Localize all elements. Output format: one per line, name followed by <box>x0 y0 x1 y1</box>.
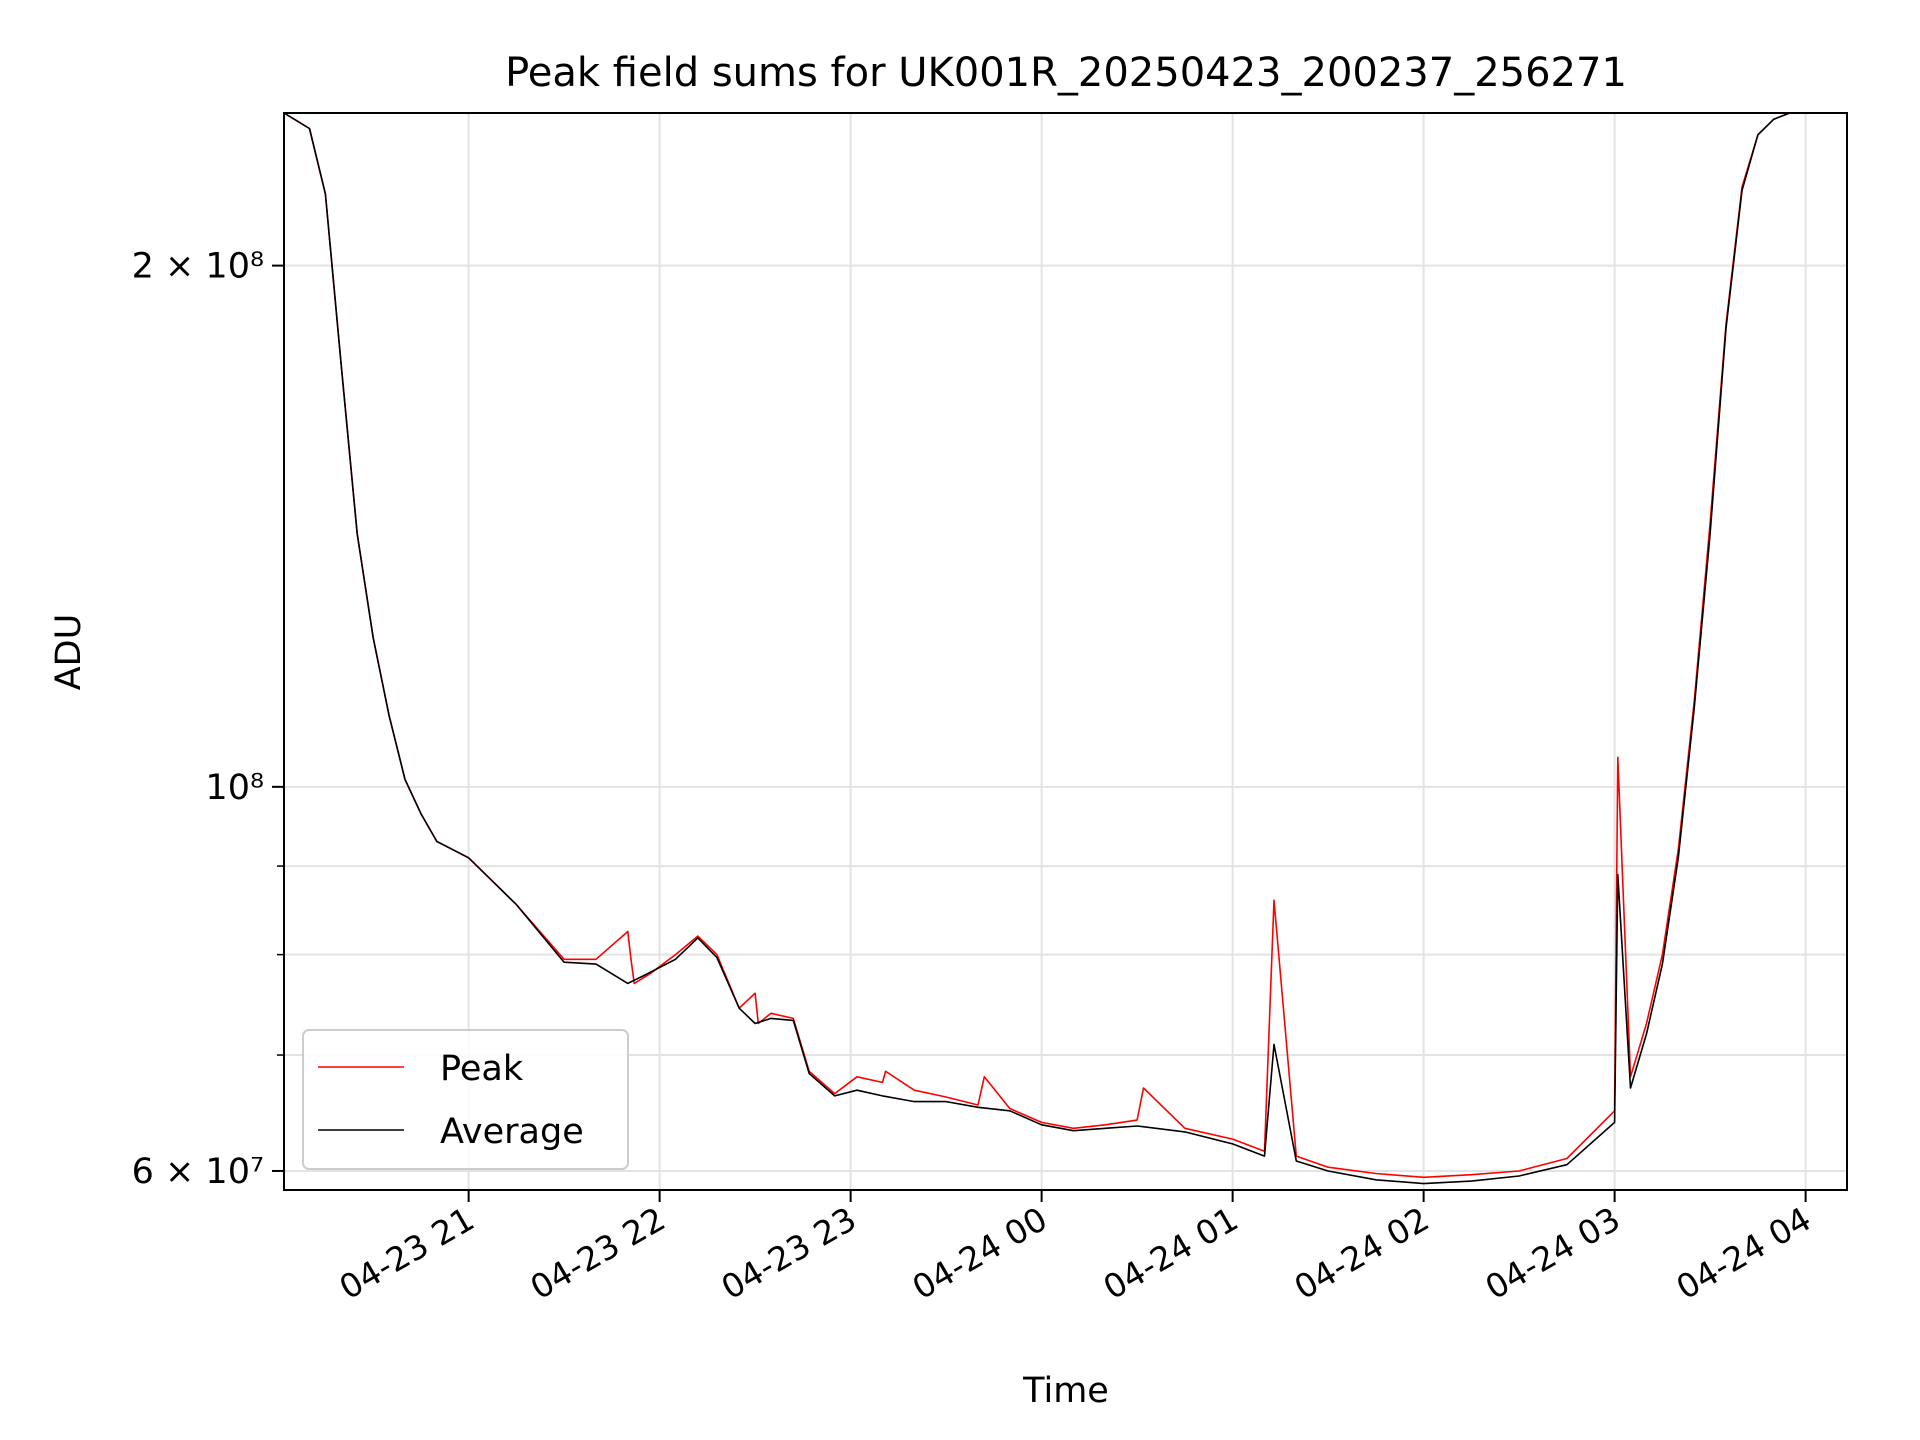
legend-box <box>302 1029 629 1170</box>
x-axis-label: Time <box>1022 1371 1109 1411</box>
plot-series <box>284 113 1806 1185</box>
y-tick-label: 6 × 10⁷ <box>132 1152 264 1192</box>
series-line-average <box>284 113 1806 1185</box>
y-axis-label: ADU <box>49 614 89 691</box>
legend-label-average: Average <box>440 1112 584 1152</box>
y-tick-label: 10⁸ <box>205 768 264 808</box>
legend: Peak Average <box>302 1029 629 1170</box>
legend-label-peak: Peak <box>440 1049 524 1089</box>
chart-title: Peak field sums for UK001R_20250423_2002… <box>505 50 1627 96</box>
y-axis: 6 × 10⁷ 10⁸ 2 × 10⁸ <box>132 247 284 1192</box>
axes-frame <box>283 112 1848 1191</box>
y-tick-label: 2 × 10⁸ <box>132 247 264 287</box>
